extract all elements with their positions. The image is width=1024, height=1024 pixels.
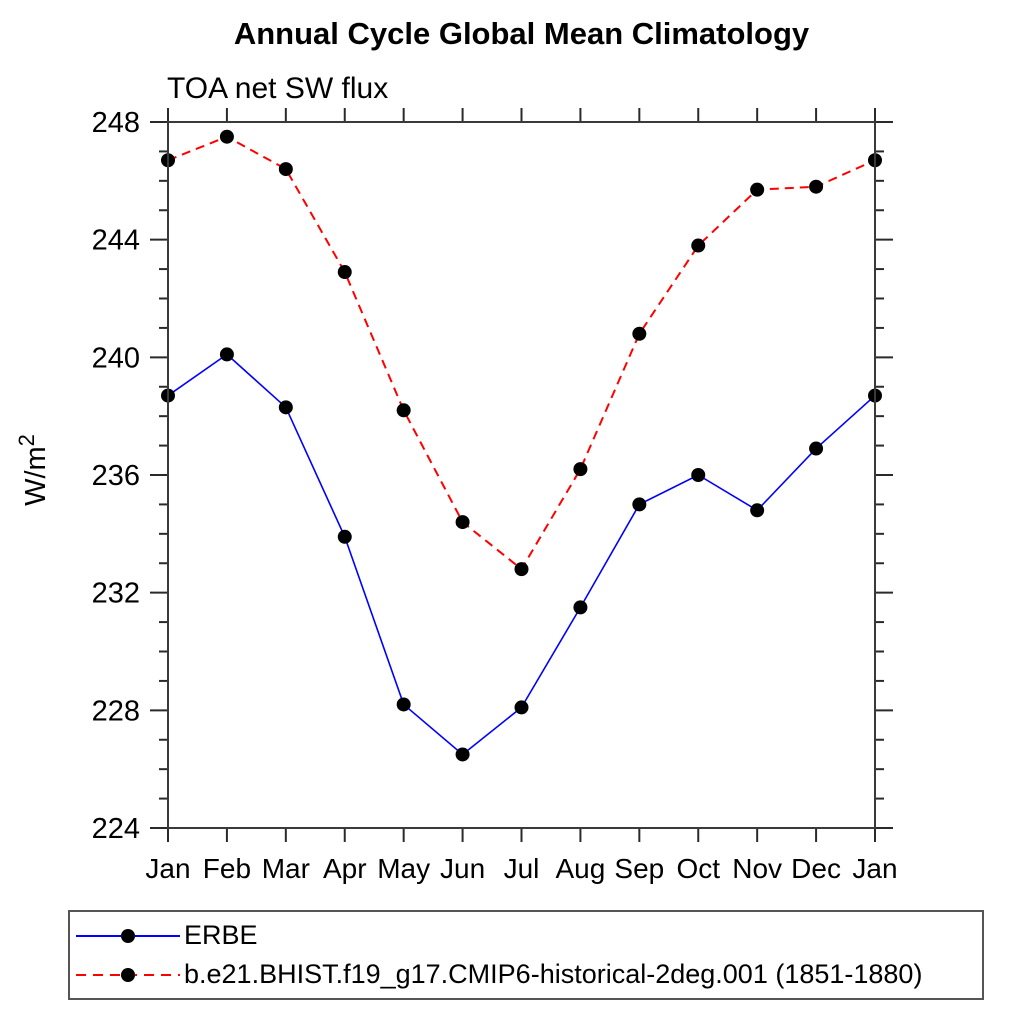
x-axis-tick-label: Aug [556, 853, 606, 884]
y-axis-tick-label: 232 [92, 578, 140, 610]
data-point-series-1 [514, 562, 529, 577]
data-point-series-1 [632, 326, 647, 341]
legend-item-model: b.e21.BHIST.f19_g17.CMIP6-historical-2de… [76, 958, 982, 992]
y-axis-tick-label: 236 [92, 460, 140, 492]
data-point-series-1 [278, 162, 293, 177]
legend-label: ERBE [184, 920, 258, 950]
data-point-series-0 [573, 600, 588, 615]
data-point-series-1 [455, 515, 470, 530]
legend-label: b.e21.BHIST.f19_g17.CMIP6-historical-2de… [184, 959, 923, 989]
chart-title: Annual Cycle Global Mean Climatology [233, 16, 810, 51]
x-axis-tick-label: Jun [440, 853, 485, 884]
data-point-series-1 [396, 403, 411, 418]
x-axis-tick-label: Nov [732, 853, 782, 884]
data-point-series-1 [750, 182, 765, 197]
chart-subtitle: TOA net SW flux [167, 72, 389, 105]
data-point-series-0 [396, 697, 411, 712]
plot-frame [167, 121, 876, 829]
data-point-series-0 [632, 497, 647, 512]
legend-line-sample-solid [76, 928, 180, 943]
x-axis-tick-label: Sep [614, 853, 664, 884]
data-point-series-0 [455, 747, 470, 762]
y-axis-tick-label: 244 [92, 225, 140, 257]
data-point-series-1 [809, 179, 824, 194]
series-line-0 [167, 353, 876, 756]
data-point-series-0 [278, 400, 293, 415]
legend-line-sample-dashed [76, 967, 180, 982]
data-point-series-0 [219, 347, 234, 362]
x-axis-tick-label: Feb [203, 853, 251, 884]
series-line-1 [167, 135, 876, 571]
x-axis-tick-label: Mar [262, 853, 310, 884]
y-axis-tick-label: 248 [92, 107, 140, 139]
legend: ERBE b.e21.BHIST.f19_g17.CMIP6-historica… [68, 910, 984, 1000]
x-axis-tick-label: Oct [676, 853, 720, 884]
legend-marker-dot [121, 928, 135, 943]
x-axis-tick-label: Apr [323, 853, 367, 884]
data-point-series-0 [691, 468, 706, 482]
x-axis-tick-label: Dec [791, 853, 841, 884]
x-axis-tick-label: May [377, 853, 430, 884]
x-axis-tick-label: Jan [145, 853, 190, 884]
data-point-series-0 [514, 700, 529, 715]
data-point-series-0 [750, 503, 765, 518]
data-point-series-0 [337, 529, 352, 544]
y-axis-label: W/m2 [14, 434, 52, 506]
data-point-series-1 [691, 238, 706, 253]
y-axis-tick-label: 240 [92, 342, 140, 374]
x-axis-tick-label: Jan [852, 853, 897, 884]
data-point-series-1 [573, 462, 588, 477]
data-point-series-1 [337, 265, 352, 280]
y-axis-tick-label: 224 [92, 813, 140, 845]
data-point-series-0 [809, 441, 824, 456]
y-axis-tick-label: 228 [92, 695, 140, 727]
legend-item-erbe: ERBE [76, 919, 982, 953]
legend-marker-dot [121, 967, 135, 982]
data-point-series-1 [219, 129, 234, 144]
x-axis-tick-label: Jul [504, 853, 540, 884]
